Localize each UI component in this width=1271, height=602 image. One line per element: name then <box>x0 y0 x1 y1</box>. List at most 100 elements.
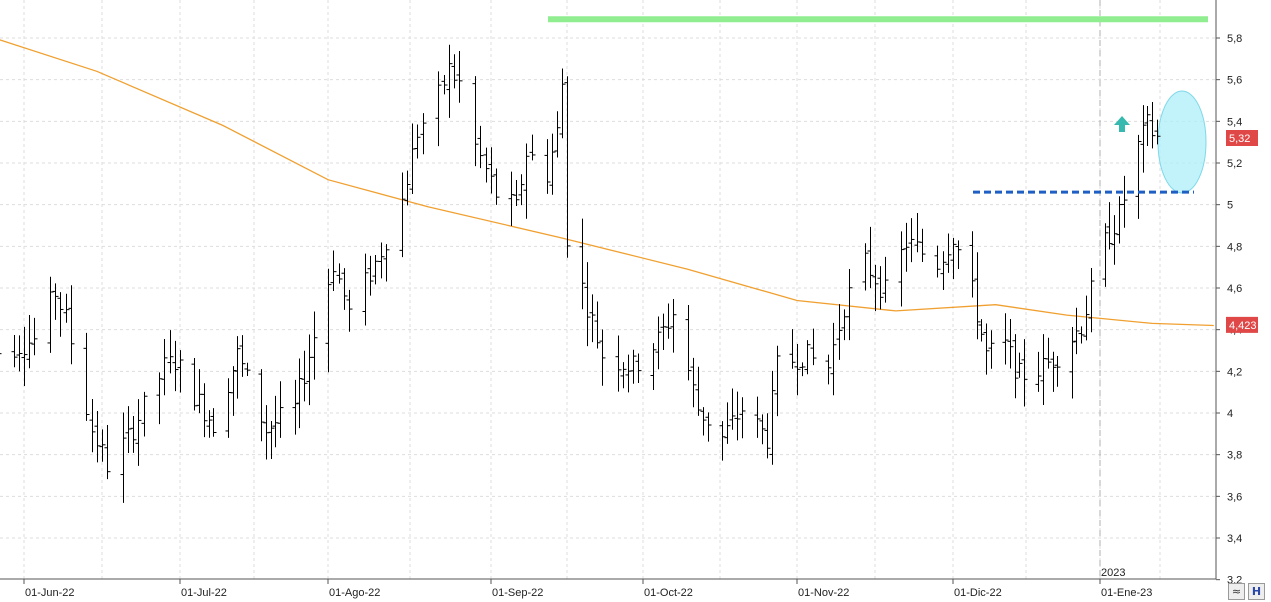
ohlc-bar <box>225 378 232 438</box>
ohlc-bar <box>867 226 874 289</box>
arrow-shape <box>1114 116 1130 132</box>
y-tick-label: 5,2 <box>1227 158 1242 170</box>
ohlc-bar <box>529 134 536 161</box>
ohlc-bar <box>670 299 677 353</box>
breakout-highlight-ellipse <box>1157 90 1207 194</box>
ohlc-bar <box>161 339 168 396</box>
ohlc-bar <box>177 350 184 393</box>
ohlc-bar <box>589 294 596 343</box>
ohlc-bar <box>1054 355 1061 387</box>
ohlc-bar <box>983 323 990 375</box>
ohlc-bar <box>877 266 884 310</box>
ohlc-bar <box>268 420 275 460</box>
ohlc-bar <box>201 383 208 438</box>
ohlc-bar <box>1102 223 1109 287</box>
ohlc-bar <box>1144 105 1151 146</box>
ohlc-bar <box>846 269 853 341</box>
ohlc-bar <box>31 317 38 356</box>
ohlc-bar <box>665 303 672 339</box>
ohlc-bar <box>830 322 837 396</box>
ohlc-bar <box>685 304 692 381</box>
ohlc-bar <box>446 44 453 118</box>
tag-bg <box>1226 130 1258 146</box>
ohlc-bar <box>120 412 127 503</box>
ohlc-bar <box>141 391 148 437</box>
ohlc-bar <box>68 285 75 365</box>
ohlc-bar <box>378 242 385 279</box>
ohlc-bar <box>172 340 179 392</box>
ohlc-bar <box>903 222 910 272</box>
ohlc-bar <box>399 172 406 258</box>
last-price-tag: 5,32 <box>1226 130 1258 146</box>
tag-label: 5,32 <box>1229 133 1250 145</box>
ohlc-bar <box>969 231 976 298</box>
ohlc-bar <box>63 293 70 323</box>
ohlc-bar <box>1088 267 1095 333</box>
ohlc-bar <box>341 268 348 310</box>
x-tick-label: 01-Oct-22 <box>644 587 693 599</box>
ohlc-bar <box>1045 337 1052 369</box>
ohlc-bar <box>804 340 811 375</box>
ohlc-bar <box>594 301 601 349</box>
ohlc-bar <box>559 68 566 139</box>
ohlc-bar <box>1135 134 1142 219</box>
ohlc-bar <box>1111 215 1118 265</box>
ohlc-bar <box>404 170 411 206</box>
gridlines <box>0 0 1216 579</box>
ohlc-bar <box>311 311 318 380</box>
ohlc-bar <box>950 237 957 280</box>
ohlc-bar <box>599 329 606 386</box>
ohlc-bar <box>130 416 137 453</box>
ohlc-bar <box>794 344 801 396</box>
y-tick-label: 5 <box>1227 200 1233 212</box>
ohlc-bar <box>759 414 766 445</box>
x-tick-label: 01-Jun-22 <box>25 587 75 599</box>
ohlc-bar <box>554 111 561 158</box>
ohlc-bar <box>1154 119 1161 145</box>
ohlc-bar <box>306 334 313 406</box>
ohlc-bar <box>52 283 59 320</box>
ohlc-bar <box>277 381 284 438</box>
ohlc-bar <box>695 366 702 416</box>
tag-bg <box>1226 316 1258 333</box>
ohlc-bar <box>729 388 736 430</box>
ohlc-bar <box>441 75 448 95</box>
ohlc-bar <box>1040 334 1047 405</box>
moving-average-tag: 4,423 <box>1226 316 1258 333</box>
x-tick-label: 01-Sep-22 <box>492 587 543 599</box>
y-tick-label: 3,4 <box>1227 533 1242 545</box>
ohlc-bar <box>579 218 586 310</box>
ohlc-bar <box>719 421 726 461</box>
ohlc-bar <box>1007 319 1014 369</box>
ohlc-bar <box>367 255 374 296</box>
ohlc-bar <box>774 345 781 417</box>
x-tick-label: 01-Dic-22 <box>954 587 1002 599</box>
ohlc-bar <box>754 396 761 438</box>
ohlc-bar <box>420 113 427 155</box>
ohlc-bar <box>955 240 962 269</box>
ohlc-bar <box>1069 326 1076 399</box>
ohlc-bar <box>11 335 18 368</box>
ohlc-bar <box>1149 102 1156 149</box>
ohlc-bar <box>1050 351 1057 392</box>
h-icon[interactable]: H <box>1248 583 1265 600</box>
ohlc-bar <box>456 51 463 103</box>
scale-icon[interactable]: ≈ <box>1228 583 1245 600</box>
ohlc-bar <box>196 369 203 414</box>
y-tick-label: 5,6 <box>1227 75 1242 87</box>
axes: 5,85,65,45,254,84,64,44,243,83,63,43,201… <box>0 0 1242 599</box>
x-tick-label: 01-Ene-23 <box>1101 587 1152 599</box>
ohlc-bar <box>544 139 551 194</box>
ohlc-bar <box>477 125 484 169</box>
ohlc-bar <box>435 71 442 147</box>
ohlc-bar <box>908 218 915 263</box>
ohlc-bar <box>1078 326 1085 344</box>
ohlc-bar <box>739 397 746 439</box>
ohlc-bar <box>362 253 369 326</box>
y-tick-label: 4 <box>1227 408 1233 420</box>
price-tags: 5,32 4,423 <box>1226 130 1258 333</box>
moving-average-layer <box>0 39 1214 327</box>
ohlc-bar <box>99 429 106 462</box>
ohlc-bar <box>1035 351 1042 392</box>
